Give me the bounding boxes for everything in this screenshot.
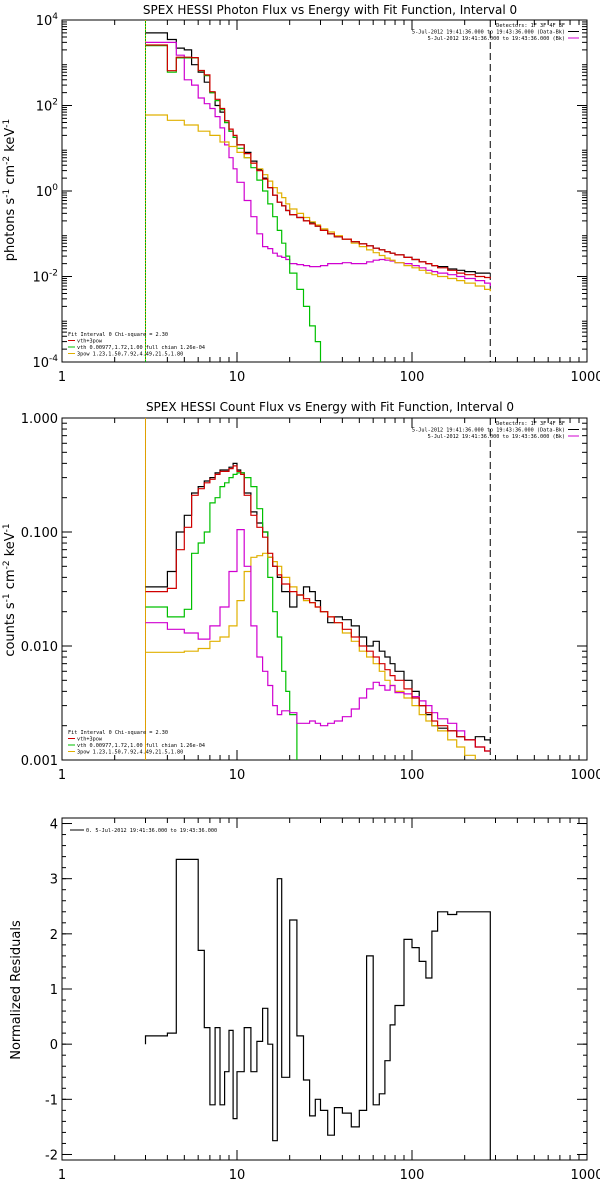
series-line-0 (145, 32, 491, 274)
series-line-1 (145, 41, 491, 286)
plot-frame (61, 817, 588, 1161)
series-line-3 (145, 114, 491, 292)
y-tick-label: 1 (50, 983, 58, 998)
series-line-0 (145, 462, 491, 744)
x-tick-label: 1000 (570, 370, 600, 385)
count-flux-plot-area: 1 10 100 1000 0.001 0.010 0.100 1.000 (21, 412, 600, 783)
count-flux-title: SPEX HESSI Count Flux vs Energy with Fit… (146, 400, 514, 414)
series-line-4 (145, 465, 491, 752)
legend-text: vth+3pow (77, 339, 103, 345)
count-flux-legend-top: Detectors: 1F 3F 4F 8F5-Jul-2012 19:41:3… (412, 421, 579, 440)
y-tick-label: 4 (50, 818, 58, 833)
y-tick-label: 0.001 (21, 754, 58, 769)
x-tick-label: 1 (58, 768, 66, 783)
legend-text: 3pow 1.23,1.50,7.92,4.49,21.5,1.80 (77, 750, 183, 756)
photon-flux-plot-area: 1 10 100 1000 10-4 10-2 100 102 104 (32, 12, 600, 385)
series-line-4 (145, 44, 491, 279)
photon-flux-legend-bottom: Fit Interval 0 Chi-square = 2.30vth+3pow… (68, 332, 205, 358)
photon-flux-ylabel: photons s-1 cm-2 keV-1 (2, 119, 18, 261)
residuals-ylabel: Normalized Residuals (9, 920, 24, 1060)
legend-text: Detectors: 1F 3F 4F 8F (496, 421, 565, 427)
y-tick-label: 104 (36, 12, 59, 29)
legend-text: vth+3pow (77, 737, 103, 743)
y-tick-label: -2 (45, 1148, 58, 1163)
y-tick-label: 10-4 (32, 354, 58, 371)
legend-text: Detectors: 1F 3F 4F 8F (496, 23, 565, 29)
y-tick-label: 0 (50, 1038, 58, 1053)
x-tick-label: 10 (229, 370, 246, 385)
legend-text: Fit Interval 0 Chi-square = 2.30 (68, 332, 168, 338)
plot-frame (61, 417, 588, 761)
x-tick-label: 10 (229, 1168, 246, 1183)
residuals-legend-top: 0. 5-Jul-2012 19:41:36.000 to 19:43:36.0… (70, 828, 217, 834)
x-tick-label: 1000 (570, 1168, 600, 1183)
y-tick-label: 1.000 (21, 412, 58, 427)
x-tick-label: 1 (58, 370, 66, 385)
legend-text: vth 0.00977,1.72,1.00 full chian 1.26e-0… (77, 743, 205, 749)
residuals-panel: Normalized Residuals 1 10 100 1000 -2 -1 0 1 2 3 4… (9, 817, 600, 1183)
y-tick-label: 102 (36, 98, 58, 115)
photon-flux-title: SPEX HESSI Photon Flux vs Energy with Fi… (143, 3, 517, 17)
y-tick-label: 2 (50, 928, 58, 943)
legend-text: vth 0.00977,1.72,1.00 full chian 1.26e-0… (77, 345, 205, 351)
photon-flux-panel: SPEX HESSI Photon Flux vs Energy with Fi… (2, 3, 600, 385)
count-flux-panel: SPEX HESSI Count Flux vs Energy with Fit… (2, 400, 600, 783)
legend-text: 5-Jul-2012 19:41:36.000 to 19:43:36.000 … (428, 36, 565, 42)
y-tick-label: -1 (45, 1093, 58, 1108)
photon-flux-legend-top: Detectors: 1F 3F 4F 8F5-Jul-2012 19:41:3… (412, 23, 579, 42)
count-flux-ylabel: counts s-1 cm-2 keV-1 (2, 523, 18, 656)
legend-text: 5-Jul-2012 19:41:36.000 to 19:43:36.000 … (412, 428, 565, 434)
legend-text: 3pow 1.23,1.50,7.92,4.49,21.5,1.80 (77, 352, 183, 358)
series-line-3 (145, 529, 491, 752)
plot-frame (61, 19, 588, 363)
series-line-2 (145, 45, 322, 362)
count-flux-legend-bottom: Fit Interval 0 Chi-square = 2.30vth+3pow… (68, 730, 205, 756)
series-line-2 (145, 552, 476, 760)
y-tick-label: 0.010 (21, 640, 58, 655)
legend-text: 0. 5-Jul-2012 19:41:36.000 to 19:43:36.0… (86, 828, 217, 834)
legend-text: Fit Interval 0 Chi-square = 2.30 (68, 730, 168, 736)
y-tick-label: 10-2 (32, 269, 58, 286)
x-tick-label: 100 (400, 370, 425, 385)
x-tick-label: 1000 (570, 768, 600, 783)
y-tick-label: 0.100 (21, 526, 58, 541)
x-tick-label: 100 (400, 1168, 425, 1183)
series-line-1 (145, 472, 298, 760)
x-tick-label: 1 (58, 1168, 66, 1183)
residuals-plot-area: 1 10 100 1000 -2 -1 0 1 2 3 4 (45, 817, 600, 1183)
legend-text: 5-Jul-2012 19:41:36.000 to 19:43:36.000 … (428, 434, 565, 440)
series-line-0 (144, 858, 491, 1160)
legend-text: 5-Jul-2012 19:41:36.000 to 19:43:36.000 … (412, 30, 565, 36)
x-tick-label: 100 (400, 768, 425, 783)
x-tick-label: 10 (229, 768, 246, 783)
y-tick-label: 3 (50, 873, 58, 888)
y-tick-label: 100 (36, 183, 59, 200)
